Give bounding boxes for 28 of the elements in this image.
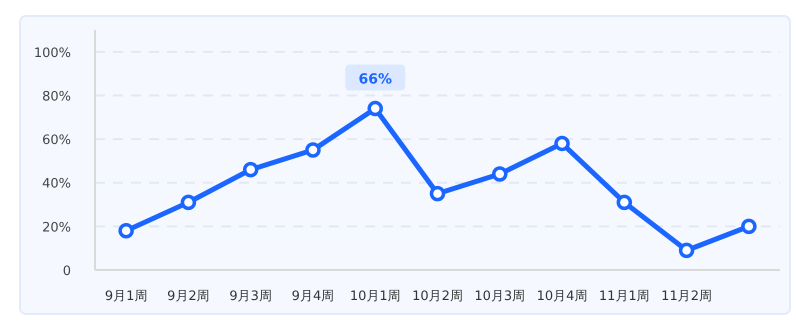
x-tick-label: 9月2周 bbox=[167, 289, 210, 304]
point bbox=[305, 142, 321, 158]
y-tick-label: 80% bbox=[42, 89, 71, 104]
point bbox=[367, 100, 383, 116]
point bbox=[616, 194, 632, 210]
y-tick-label: 0 bbox=[62, 264, 71, 279]
x-tick-label: 11月2周 bbox=[661, 289, 712, 304]
x-tick-label: 10月3周 bbox=[474, 289, 526, 304]
annotation: 66% bbox=[358, 72, 392, 88]
point bbox=[242, 162, 258, 178]
point bbox=[118, 222, 134, 238]
point bbox=[741, 218, 757, 234]
point bbox=[180, 194, 196, 210]
y-tick-label: 100% bbox=[34, 46, 71, 61]
point bbox=[492, 166, 508, 182]
y-tick-label: 20% bbox=[42, 220, 71, 236]
x-tick-label: 9月4周 bbox=[292, 289, 334, 304]
point bbox=[678, 242, 694, 258]
point bbox=[430, 186, 446, 202]
x-tick-label: 9月3周 bbox=[229, 289, 272, 304]
y-tick-label: 60% bbox=[42, 133, 71, 148]
x-tick-label: 10月4周 bbox=[536, 289, 588, 304]
point bbox=[554, 136, 570, 152]
x-tick-label: 10月1周 bbox=[350, 289, 401, 304]
x-tick-label: 10月2周 bbox=[412, 289, 463, 304]
x-tick-label: 11月1周 bbox=[598, 289, 650, 304]
y-tick-label: 40% bbox=[42, 176, 71, 192]
x-tick-label: 9月1周 bbox=[104, 289, 148, 304]
